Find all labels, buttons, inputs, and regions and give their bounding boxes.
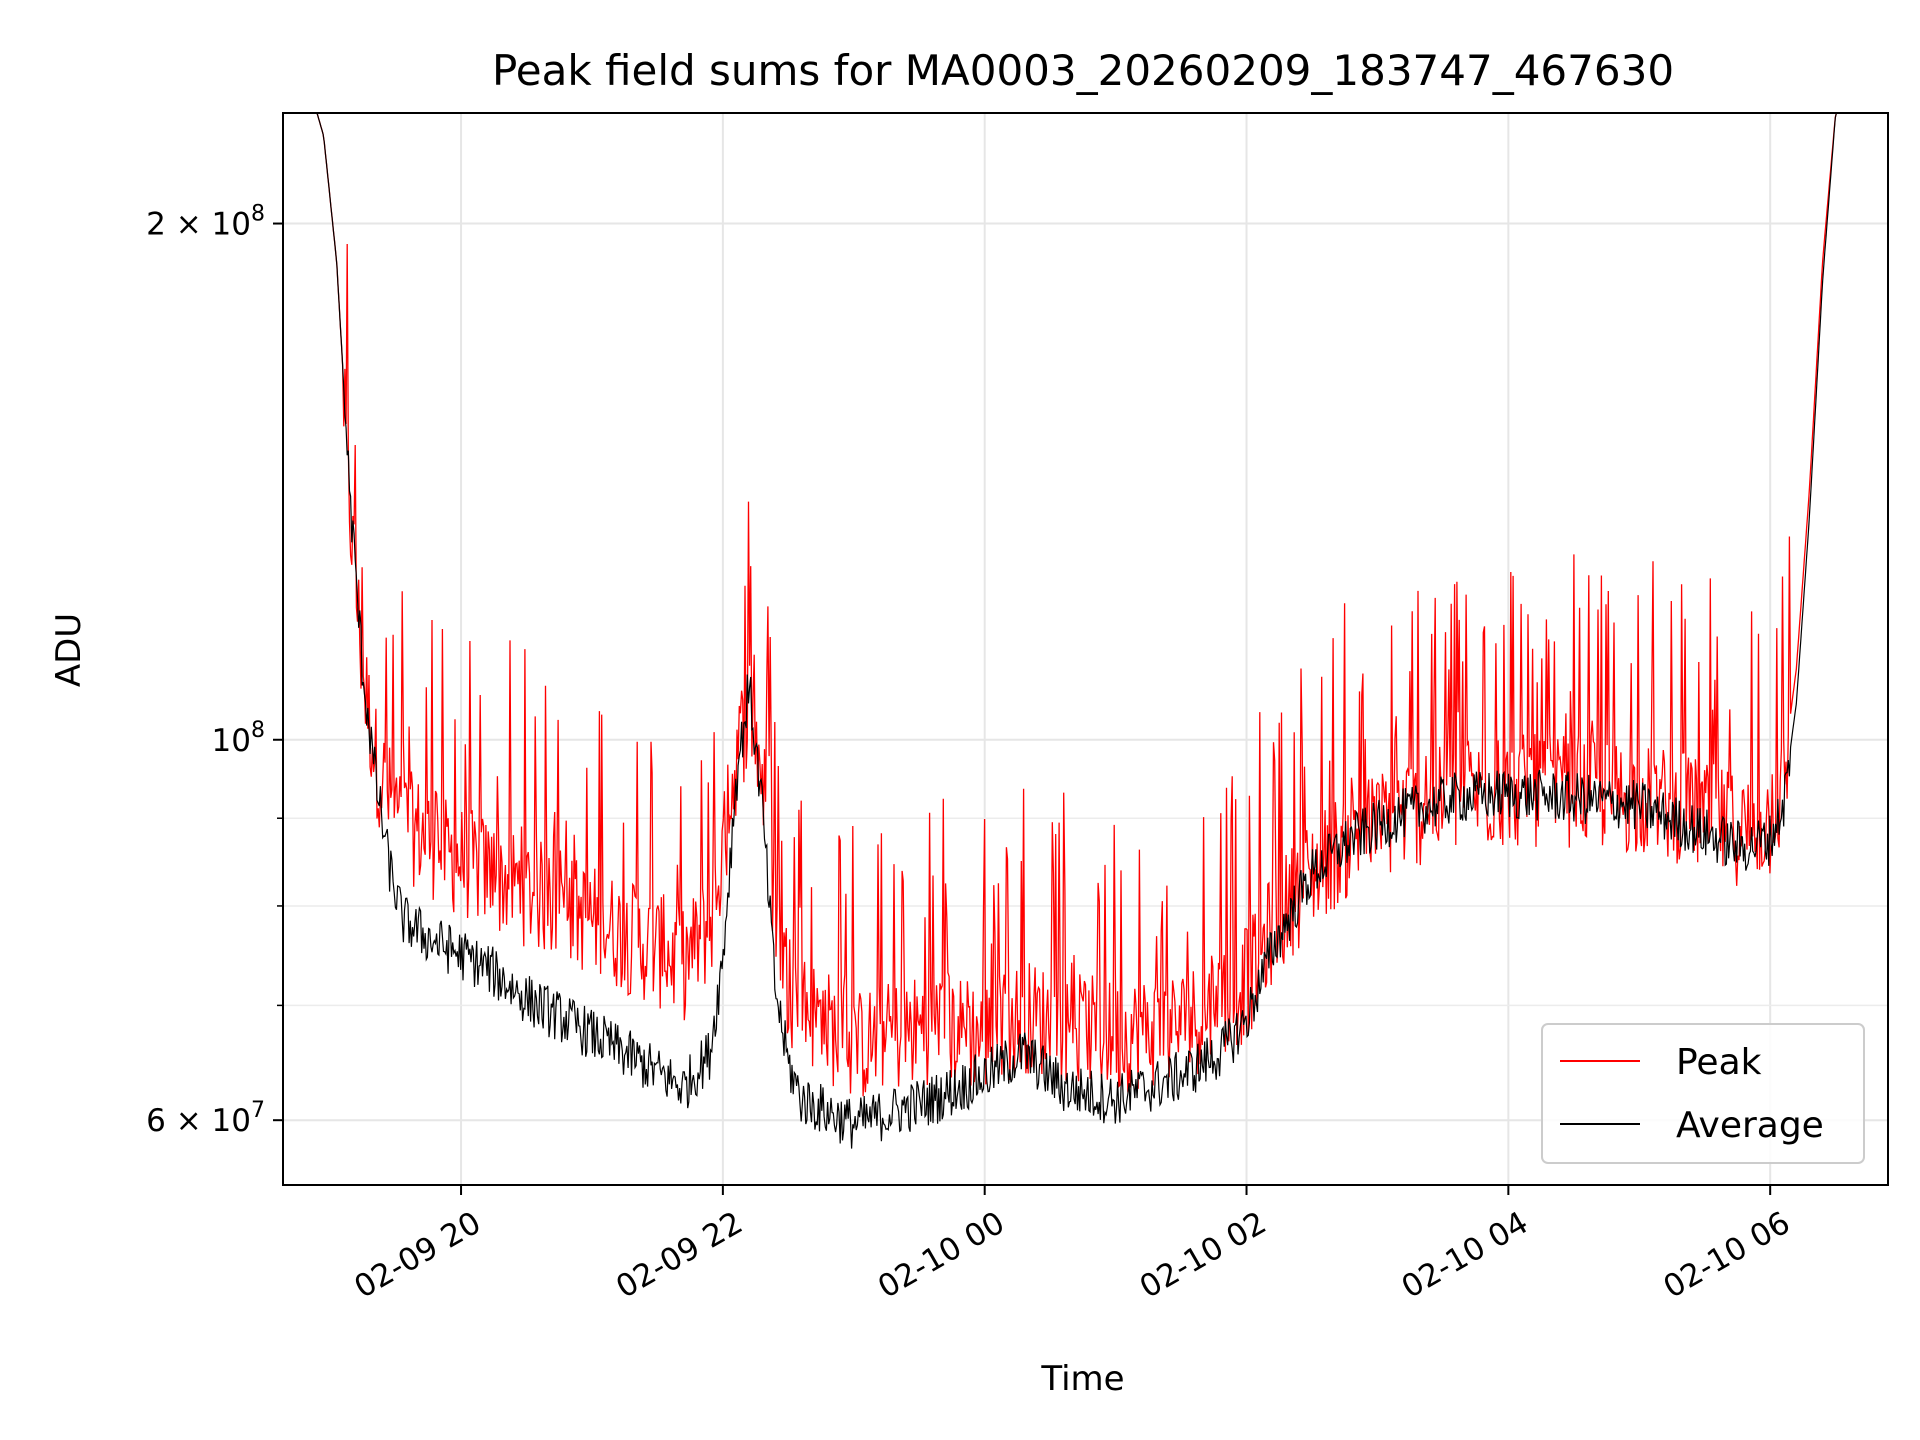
chart-title: Peak field sums for MA0003_20260209_1837… xyxy=(492,46,1674,95)
legend-box xyxy=(1541,1023,1865,1164)
plot-series xyxy=(283,113,1888,1149)
y-tick-label: 108 xyxy=(212,718,265,759)
legend-label-average: Average xyxy=(1676,1105,1824,1146)
series-line-average xyxy=(283,113,1888,1149)
y-axis-label: ADU xyxy=(49,613,89,687)
x-axis-label: Time xyxy=(1040,1359,1124,1399)
plot-frame xyxy=(282,112,1889,1186)
y-tick-label: 6 × 107 xyxy=(146,1098,265,1139)
y-tick-label: 2 × 108 xyxy=(146,202,265,243)
series-line-peak xyxy=(283,113,1888,1097)
y-axis: 6 × 107 108 2 × 108 xyxy=(146,202,283,1139)
legend-label-peak: Peak xyxy=(1676,1042,1762,1083)
legend: Peak Average xyxy=(1541,1023,1865,1164)
